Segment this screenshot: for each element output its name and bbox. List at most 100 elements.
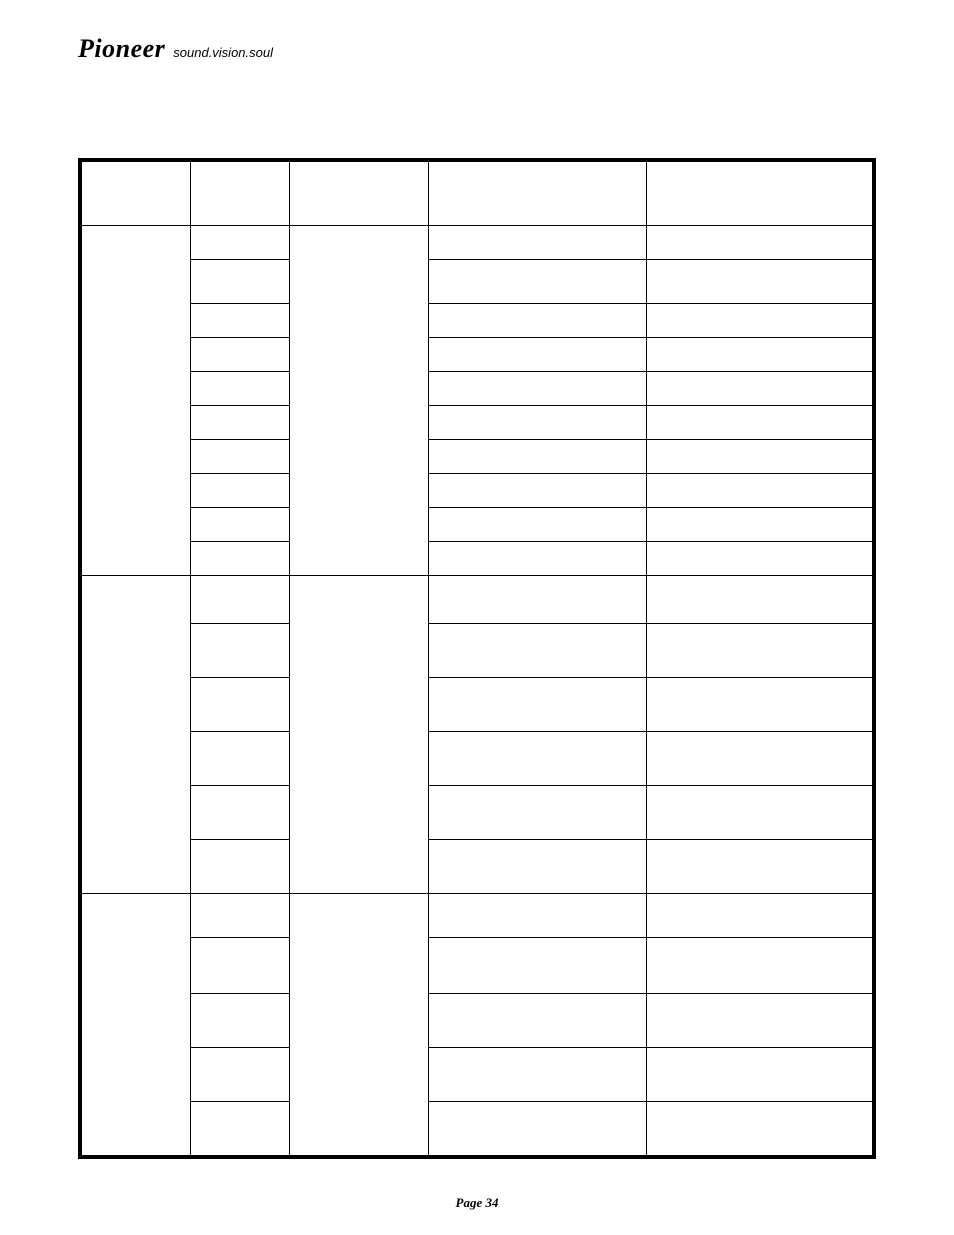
table-cell [428, 894, 646, 938]
table-header-cell [191, 162, 290, 226]
table-cell [191, 474, 290, 508]
table-cell [191, 994, 290, 1048]
table-header-row [82, 162, 873, 226]
table-cell [646, 994, 872, 1048]
table-cell [646, 624, 872, 678]
table-row [82, 840, 873, 894]
table-cell [191, 440, 290, 474]
table-header-cell [646, 162, 872, 226]
table-cell [191, 732, 290, 786]
table-cell [646, 440, 872, 474]
table-cell [646, 338, 872, 372]
table-cell [646, 938, 872, 994]
table-cell [646, 786, 872, 840]
table-row [82, 624, 873, 678]
group-cell [82, 576, 191, 894]
table-cell [646, 406, 872, 440]
table-cell [191, 576, 290, 624]
group-cell [82, 894, 191, 1156]
table-row [82, 938, 873, 994]
group-cell [82, 226, 191, 576]
table-cell [646, 840, 872, 894]
table-cell [646, 474, 872, 508]
table-row [82, 406, 873, 440]
table-row [82, 304, 873, 338]
table-cell [428, 624, 646, 678]
table-cell [428, 840, 646, 894]
table-cell [191, 786, 290, 840]
table-cell [428, 1048, 646, 1102]
table-row [82, 338, 873, 372]
table-cell [646, 508, 872, 542]
table-cell [646, 678, 872, 732]
table-row [82, 1102, 873, 1156]
brand-logo: Pioneer [78, 34, 165, 64]
table-row [82, 1048, 873, 1102]
table-cell [428, 474, 646, 508]
table-cell [428, 938, 646, 994]
table-row [82, 226, 873, 260]
table-row [82, 786, 873, 840]
brand-tagline: sound.vision.soul [173, 45, 273, 60]
table-row [82, 260, 873, 304]
table-row [82, 678, 873, 732]
group-mid-cell [290, 576, 429, 894]
table-cell [646, 1048, 872, 1102]
table-cell [646, 894, 872, 938]
table-cell [191, 542, 290, 576]
table-cell [428, 542, 646, 576]
table-cell [428, 226, 646, 260]
table-header-cell [290, 162, 429, 226]
table-cell [191, 894, 290, 938]
table-cell [191, 372, 290, 406]
table-cell [428, 678, 646, 732]
table-row [82, 372, 873, 406]
table-cell [428, 338, 646, 372]
table-cell [646, 576, 872, 624]
table-row [82, 474, 873, 508]
table-cell [428, 732, 646, 786]
page-number: Page 34 [0, 1195, 954, 1211]
group-mid-cell [290, 226, 429, 576]
table-cell [191, 406, 290, 440]
table-header-cell [428, 162, 646, 226]
table-cell [428, 440, 646, 474]
table-row [82, 894, 873, 938]
table-cell [191, 304, 290, 338]
table-cell [191, 624, 290, 678]
table-cell [646, 260, 872, 304]
table-cell [646, 304, 872, 338]
table-cell [646, 1102, 872, 1156]
table-cell [428, 1102, 646, 1156]
table-cell [428, 406, 646, 440]
table-cell [428, 576, 646, 624]
table-cell [428, 372, 646, 406]
table-cell [428, 786, 646, 840]
table-cell [646, 372, 872, 406]
page-header: Pioneer sound.vision.soul [78, 34, 273, 64]
table-row [82, 542, 873, 576]
table-cell [428, 304, 646, 338]
table-cell [191, 1102, 290, 1156]
table-cell [191, 678, 290, 732]
table-cell [646, 226, 872, 260]
table-cell [191, 508, 290, 542]
table-row [82, 508, 873, 542]
table-cell [646, 542, 872, 576]
table-cell [191, 338, 290, 372]
table-row [82, 440, 873, 474]
table-row [82, 994, 873, 1048]
table-cell [428, 260, 646, 304]
table-cell [428, 994, 646, 1048]
table-header-cell [82, 162, 191, 226]
spec-table [78, 158, 876, 1159]
table-row [82, 732, 873, 786]
table-cell [191, 1048, 290, 1102]
table-row [82, 576, 873, 624]
table-cell [191, 226, 290, 260]
group-mid-cell [290, 894, 429, 1156]
table-cell [428, 508, 646, 542]
table-cell [646, 732, 872, 786]
table-cell [191, 260, 290, 304]
table-cell [191, 938, 290, 994]
